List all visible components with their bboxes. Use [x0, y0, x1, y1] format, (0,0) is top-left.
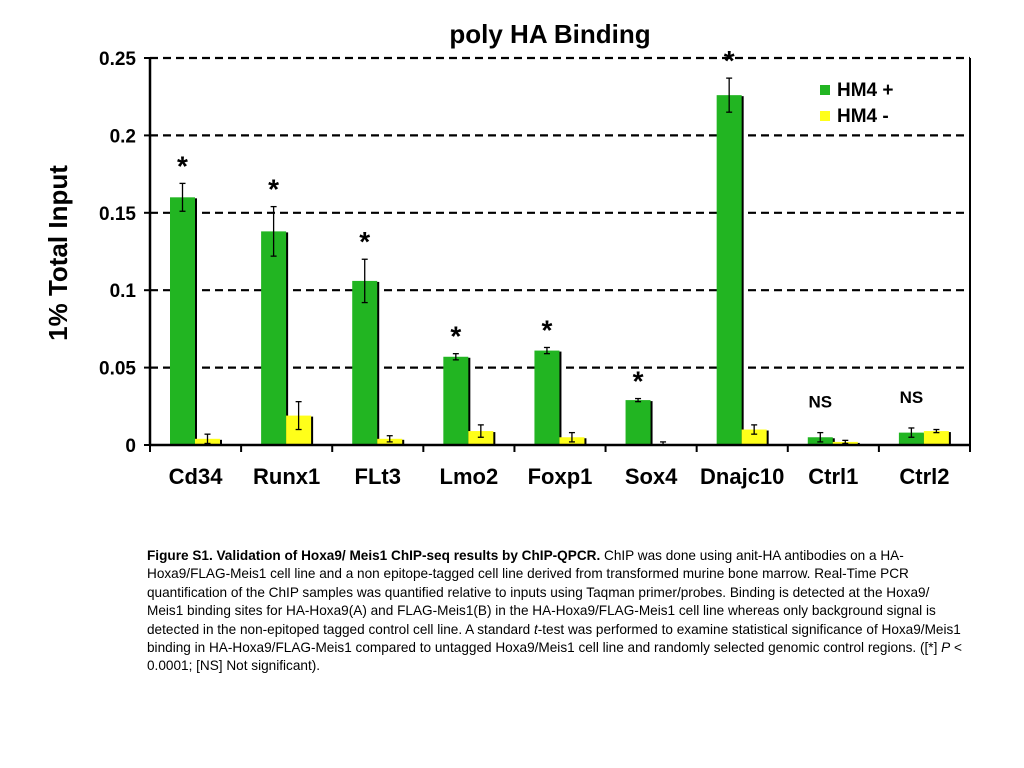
- y-tick-label: 0.25: [99, 49, 136, 70]
- significance-star: *: [450, 321, 461, 352]
- y-tick-label: 0.05: [99, 359, 136, 380]
- bar-hm4-: [534, 350, 560, 445]
- bar-hm4-: [898, 432, 924, 445]
- x-tick-label: Cd34: [169, 464, 224, 489]
- x-tick-label: Runx1: [253, 464, 320, 489]
- significance-star: *: [268, 174, 279, 205]
- y-tick-label: 0: [125, 436, 136, 457]
- x-tick-label: Dnajc10: [700, 464, 784, 489]
- significance-star: *: [177, 150, 188, 181]
- significance-star: *: [541, 314, 552, 345]
- legend-label: HM4 +: [837, 80, 894, 101]
- legend-swatch: [820, 85, 830, 95]
- caption-t-italic: t: [533, 621, 538, 637]
- y-tick-label: 0.2: [110, 126, 136, 147]
- bar-hm4-: [352, 280, 378, 445]
- chart-title: poly HA Binding: [449, 19, 650, 49]
- bar-hm4-: [261, 231, 287, 445]
- x-tick-label: Ctrl1: [808, 464, 858, 489]
- bars: * * * * * * * NS NS: [170, 45, 951, 446]
- bar-hm4-: [625, 400, 651, 445]
- caption-p-italic: P: [941, 640, 951, 656]
- caption-text-1: ChIP was done using anit-HA antibodies o…: [147, 548, 936, 637]
- x-tick-label: Ctrl2: [899, 464, 949, 489]
- x-tick-label: Foxp1: [528, 464, 593, 489]
- legend-swatch: [820, 111, 830, 121]
- bar-hm4-: [443, 356, 469, 445]
- y-tick-label: 0.1: [110, 281, 137, 302]
- x-tick-label: Sox4: [625, 464, 678, 489]
- legend-label: HM4 -: [837, 106, 889, 127]
- caption-text-3: < 0.0001; [NS] Not significant).: [147, 640, 962, 674]
- bar-hm4-: [716, 95, 742, 445]
- bar-hm4-: [923, 431, 949, 445]
- significance-star: *: [633, 366, 644, 397]
- bar-chart: poly HA Binding 1% Total Input * * * * * * * NS…: [43, 19, 971, 489]
- not-significant-label: NS: [900, 388, 924, 407]
- y-axis-label: 1% Total Input: [43, 165, 73, 341]
- caption-title: Figure S1. Validation of Hoxa9/ Meis1 Ch…: [147, 548, 601, 563]
- x-tick-label: FLt3: [355, 464, 401, 489]
- y-tick-label: 0.15: [99, 204, 136, 225]
- significance-star: *: [359, 226, 370, 257]
- bar-hm4-: [170, 197, 195, 445]
- legend: HM4 + HM4 -: [820, 80, 894, 127]
- figure-caption: Figure S1. Validation of Hoxa9/ Meis1 Ch…: [147, 547, 967, 676]
- significance-star: *: [724, 45, 735, 76]
- axes: 0 0.05 0.1 0.15 0.2 0.25 Cd34 Runx1 FLt3 Lmo2 Foxp…: [99, 49, 971, 489]
- bar-hm4-: [468, 431, 494, 445]
- not-significant-label: NS: [808, 393, 832, 412]
- x-tick-label: Lmo2: [440, 464, 499, 489]
- caption-text-2: -test was performed to examine statistic…: [147, 621, 961, 656]
- bar-hm4-: [741, 429, 767, 445]
